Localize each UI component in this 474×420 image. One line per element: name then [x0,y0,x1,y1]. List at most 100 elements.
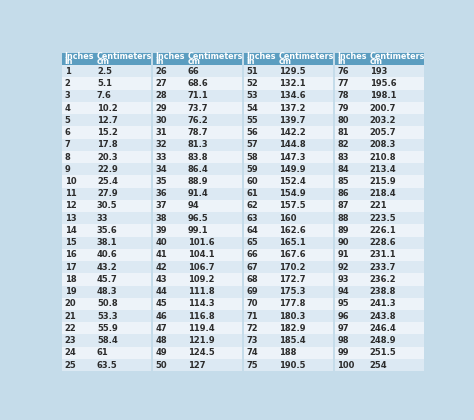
Text: 218.4: 218.4 [370,189,396,198]
Text: 70: 70 [246,299,258,308]
Text: 114.3: 114.3 [188,299,215,308]
FancyBboxPatch shape [153,53,242,65]
Text: 42: 42 [155,262,167,272]
FancyBboxPatch shape [153,200,242,212]
Text: 76: 76 [337,67,349,76]
FancyBboxPatch shape [153,322,242,334]
Text: 205.7: 205.7 [370,128,396,137]
Text: 26: 26 [155,67,167,76]
FancyBboxPatch shape [335,102,424,114]
Text: 67: 67 [246,262,258,272]
Text: 109.2: 109.2 [188,275,214,284]
Text: 16: 16 [65,250,76,260]
Text: 137.2: 137.2 [279,104,305,113]
FancyBboxPatch shape [335,212,424,224]
Text: 200.7: 200.7 [370,104,396,113]
Text: 53: 53 [246,91,258,100]
FancyBboxPatch shape [62,322,151,334]
Text: 223.5: 223.5 [370,214,396,223]
Text: 2: 2 [65,79,71,88]
Text: 24: 24 [65,348,76,357]
FancyBboxPatch shape [244,65,333,77]
Text: Inches: Inches [246,52,276,61]
Text: 95: 95 [337,299,349,308]
FancyBboxPatch shape [62,224,151,236]
Text: in: in [246,57,255,66]
Text: 92: 92 [337,262,349,272]
FancyBboxPatch shape [153,139,242,151]
Text: 160: 160 [279,214,296,223]
FancyBboxPatch shape [153,176,242,188]
Text: 10.2: 10.2 [97,104,118,113]
FancyBboxPatch shape [62,90,151,102]
Text: 165.1: 165.1 [279,238,306,247]
FancyBboxPatch shape [244,359,333,371]
Text: 238.8: 238.8 [370,287,396,296]
FancyBboxPatch shape [153,236,242,249]
Text: 77: 77 [337,79,349,88]
FancyBboxPatch shape [62,298,151,310]
Text: 36: 36 [155,189,167,198]
Text: 147.3: 147.3 [279,152,305,162]
FancyBboxPatch shape [335,90,424,102]
Text: 40.6: 40.6 [97,250,118,260]
Text: 43.2: 43.2 [97,262,118,272]
Text: 12: 12 [65,202,76,210]
Text: 5.1: 5.1 [97,79,112,88]
Text: 18: 18 [65,275,76,284]
FancyBboxPatch shape [62,310,151,322]
Text: 99: 99 [337,348,349,357]
Text: 50: 50 [155,361,167,370]
Text: 7: 7 [65,140,71,149]
Text: 33: 33 [155,152,167,162]
FancyBboxPatch shape [153,334,242,347]
Text: 15: 15 [65,238,76,247]
FancyBboxPatch shape [335,176,424,188]
FancyBboxPatch shape [153,273,242,286]
Text: 101.6: 101.6 [188,238,215,247]
FancyBboxPatch shape [335,347,424,359]
Text: 38.1: 38.1 [97,238,118,247]
Text: Inches: Inches [155,52,185,61]
FancyBboxPatch shape [62,126,151,139]
Text: 30: 30 [155,116,167,125]
Text: 13: 13 [65,214,76,223]
Text: 91.4: 91.4 [188,189,209,198]
Text: 2.5: 2.5 [97,67,112,76]
Text: 59: 59 [246,165,258,174]
Text: 29: 29 [155,104,167,113]
Text: 20: 20 [65,299,76,308]
Text: 5: 5 [65,116,71,125]
Text: 185.4: 185.4 [279,336,305,345]
Text: 71.1: 71.1 [188,91,209,100]
FancyBboxPatch shape [335,139,424,151]
Text: 55: 55 [246,116,258,125]
Text: 226.1: 226.1 [370,226,396,235]
FancyBboxPatch shape [153,90,242,102]
Text: Inches: Inches [337,52,367,61]
Text: 51: 51 [246,67,258,76]
Text: 17: 17 [65,262,76,272]
FancyBboxPatch shape [244,334,333,347]
Text: 69: 69 [246,287,258,296]
FancyBboxPatch shape [153,298,242,310]
Text: 61: 61 [246,189,258,198]
FancyBboxPatch shape [153,224,242,236]
Text: 8: 8 [65,152,71,162]
Text: cm: cm [279,57,292,66]
FancyBboxPatch shape [153,359,242,371]
FancyBboxPatch shape [153,151,242,163]
Text: 68.6: 68.6 [188,79,209,88]
Text: 248.9: 248.9 [370,336,396,345]
Text: 22.9: 22.9 [97,165,118,174]
Text: 100: 100 [337,361,355,370]
Text: 99.1: 99.1 [188,226,209,235]
Text: 64: 64 [246,226,258,235]
Text: 182.9: 182.9 [279,324,305,333]
Text: 142.2: 142.2 [279,128,306,137]
FancyBboxPatch shape [335,188,424,200]
Text: 144.8: 144.8 [279,140,305,149]
Text: 27: 27 [155,79,167,88]
Text: 72: 72 [246,324,258,333]
Text: 193: 193 [370,67,387,76]
